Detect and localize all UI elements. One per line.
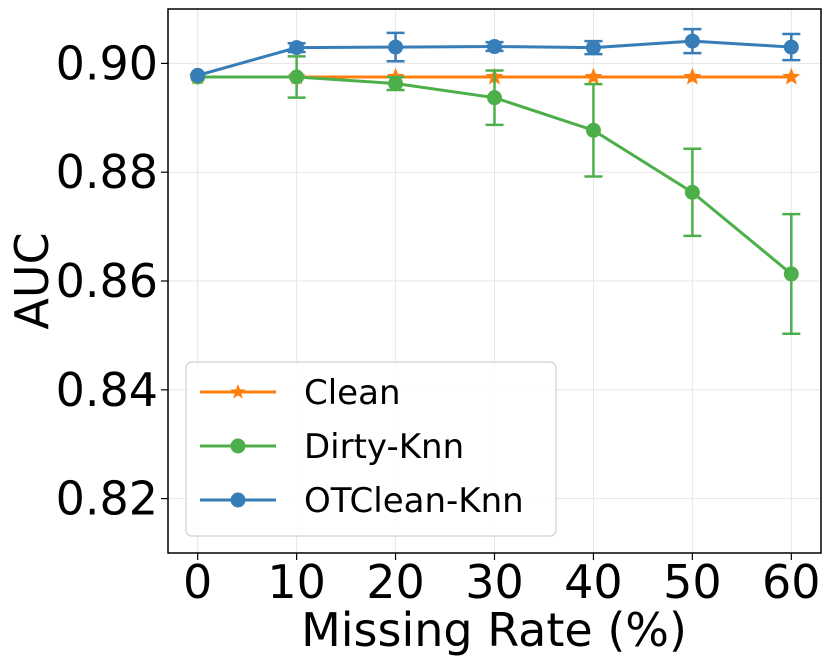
y-tick-label: 0.90 [56,36,158,90]
data-point [683,67,702,85]
data-point [487,90,502,106]
series-otclean-knn [190,27,801,83]
data-point [585,40,601,56]
ticks: 0.82 0.84 0.86 0.88 0.90 0 10 20 30 40 50 60 [56,36,821,609]
data-point [783,266,799,282]
legend-item-dirty-knn: Dirty-Knn [200,427,464,467]
y-tick-label: 0.88 [56,145,158,199]
x-tick-label: 40 [564,555,623,609]
series-dirty-knn [190,55,801,336]
legend-item-clean: Clean [200,373,401,413]
legend-label: Clean [304,373,401,413]
data-point [190,67,206,83]
x-tick-label: 30 [465,555,524,609]
x-tick-label: 10 [267,555,326,609]
legend-item-otclean-knn: OTClean-Knn [200,481,524,521]
x-tick-label: 50 [663,555,722,609]
x-tick-label: 0 [183,555,212,609]
data-point [289,40,305,56]
legend: Clean Dirty-Knn OTClean-Knn [185,361,557,537]
y-tick-label: 0.86 [56,254,158,308]
data-point [388,39,404,55]
data-point [585,122,601,138]
x-axis-label: Missing Rate (%) [301,603,687,657]
legend-box [185,361,557,537]
legend-label: Dirty-Knn [304,427,464,467]
legend-marker [230,438,246,454]
series-layer [188,27,801,336]
data-point [684,184,700,200]
data-point [487,39,502,55]
data-point [289,69,305,85]
data-point [782,67,801,85]
x-tick-label: 60 [762,555,821,609]
y-tick-label: 0.82 [56,472,158,526]
legend-marker [230,492,246,508]
data-point [584,67,603,85]
data-point [783,39,799,55]
data-point [388,76,404,92]
legend-label: OTClean-Knn [304,481,524,521]
y-tick-label: 0.84 [56,363,158,417]
data-point [684,33,700,49]
x-tick-label: 20 [366,555,425,609]
y-axis-label: AUC [5,232,59,329]
legend-marker [230,384,246,399]
